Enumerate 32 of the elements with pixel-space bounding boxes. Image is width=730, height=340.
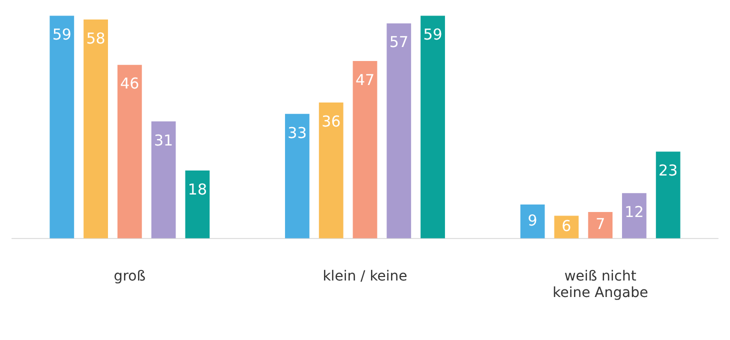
data-label: 36 — [322, 112, 341, 130]
data-label: 9 — [528, 211, 538, 230]
data-label: 57 — [389, 33, 408, 52]
data-label: 58 — [86, 29, 106, 48]
data-label: 31 — [154, 131, 174, 150]
data-label: 7 — [596, 215, 606, 234]
data-label: 46 — [120, 74, 140, 93]
bar — [352, 61, 378, 238]
bar — [50, 16, 74, 238]
x-tick-label: groß — [114, 268, 146, 284]
bar — [656, 152, 680, 238]
data-label: 23 — [658, 162, 678, 180]
x-tick-label: klein / keine — [322, 268, 408, 284]
data-label: 47 — [355, 70, 375, 89]
x-tick-label: weiß nicht keine Angabe — [552, 268, 648, 302]
bar — [386, 23, 412, 238]
data-label: 18 — [188, 180, 207, 198]
bar — [84, 20, 108, 238]
bar — [622, 193, 646, 238]
bar — [318, 102, 344, 238]
bar — [151, 121, 176, 238]
bar — [285, 114, 310, 238]
bar — [420, 16, 445, 238]
bar — [117, 64, 142, 238]
data-label: 59 — [52, 26, 72, 44]
data-label: 12 — [624, 203, 644, 222]
data-label: 6 — [562, 216, 572, 235]
bar — [588, 212, 613, 238]
bar — [520, 204, 545, 238]
bar — [185, 170, 210, 238]
data-label: 33 — [288, 124, 307, 142]
data-label: 59 — [423, 26, 442, 44]
